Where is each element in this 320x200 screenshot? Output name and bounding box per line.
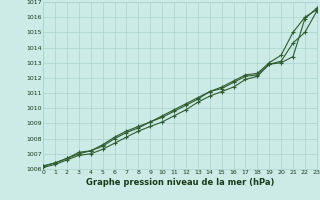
X-axis label: Graphe pression niveau de la mer (hPa): Graphe pression niveau de la mer (hPa) [86, 178, 274, 187]
